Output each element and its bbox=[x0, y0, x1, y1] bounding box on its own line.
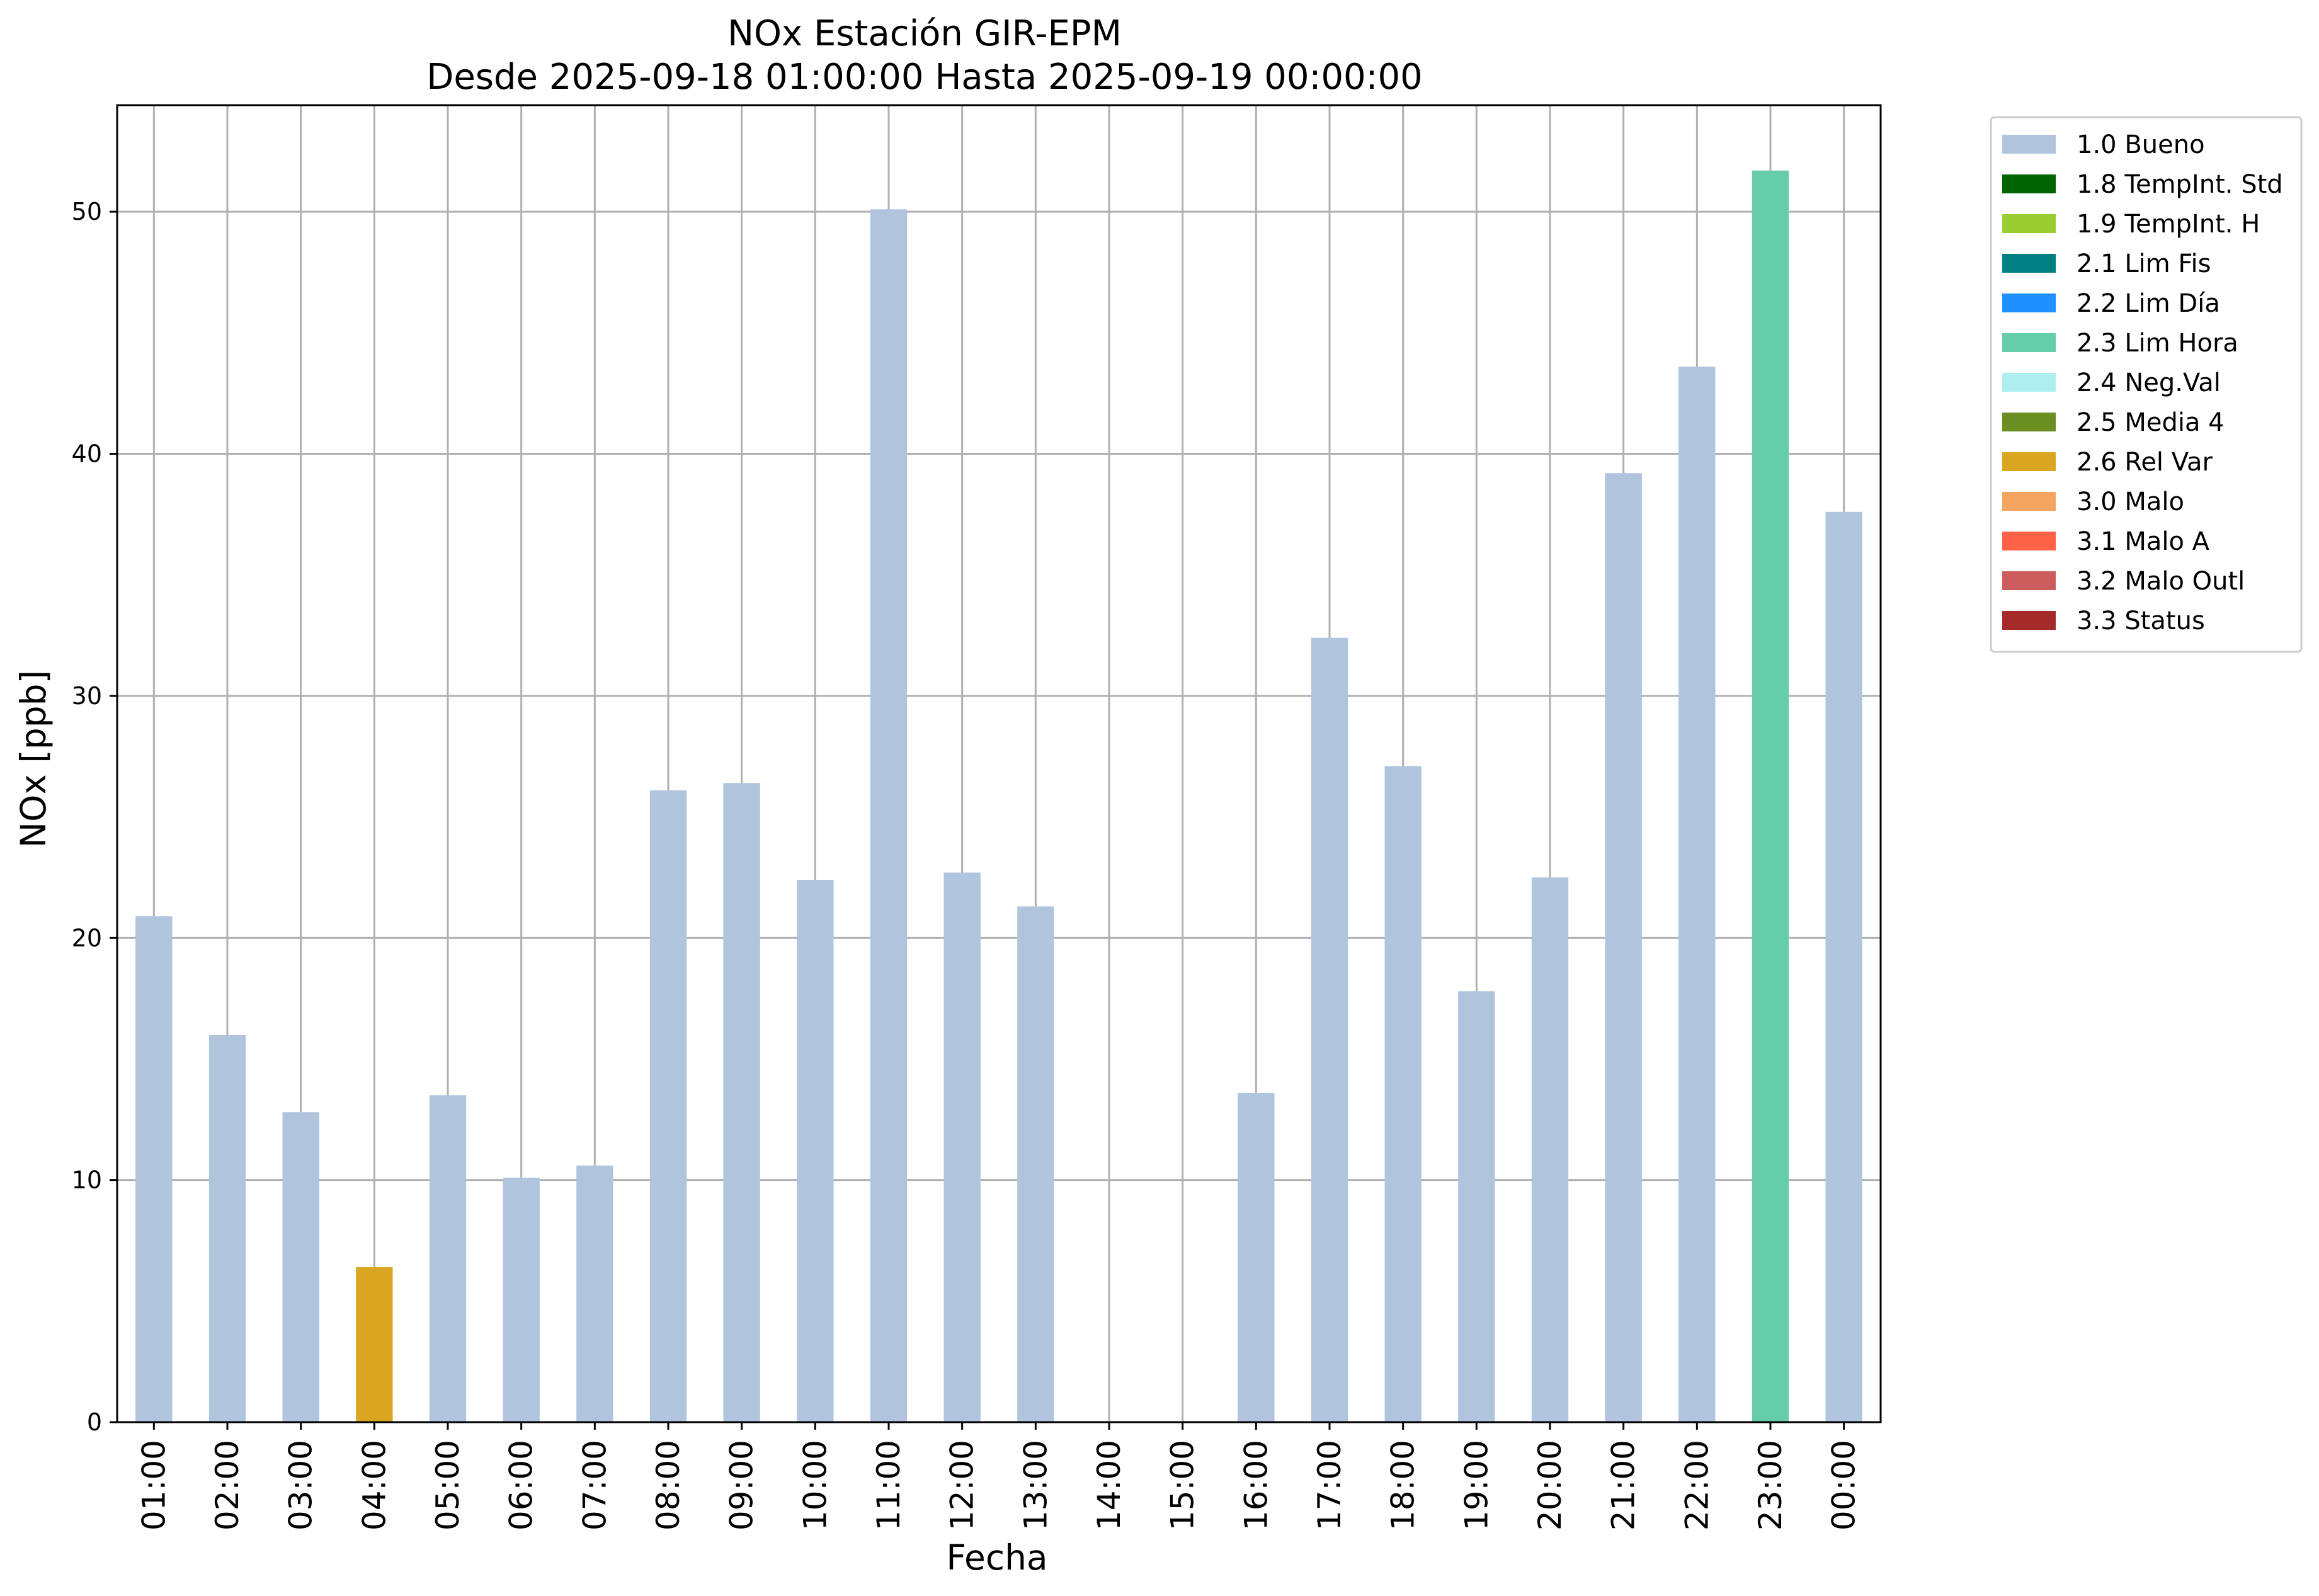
y-tick-label: 40 bbox=[72, 440, 102, 468]
bar-0000 bbox=[1825, 511, 1862, 1422]
legend-label: 3.2 Malo Outl bbox=[2077, 567, 2245, 596]
legend-swatch bbox=[2002, 294, 2056, 312]
x-tick-label: 05:00 bbox=[430, 1440, 466, 1530]
x-axis-label: Fecha bbox=[946, 1537, 1047, 1578]
bar-0900 bbox=[723, 783, 760, 1422]
y-tick-label: 30 bbox=[72, 682, 102, 710]
legend-label: 2.2 Lim Día bbox=[2077, 289, 2220, 318]
bar-0300 bbox=[282, 1112, 319, 1422]
bar-0800 bbox=[649, 790, 687, 1422]
bar-1100 bbox=[870, 209, 908, 1422]
bar-0700 bbox=[576, 1165, 613, 1422]
legend-swatch bbox=[2002, 571, 2056, 590]
legend-label: 1.9 TempInt. H bbox=[2077, 210, 2260, 239]
legend-swatch bbox=[2002, 611, 2056, 630]
legend-swatch bbox=[2002, 214, 2056, 233]
x-tick-label: 22:00 bbox=[1678, 1440, 1715, 1530]
plot-frame bbox=[116, 104, 1882, 1423]
x-tick-label: 19:00 bbox=[1458, 1440, 1495, 1530]
legend-label: 2.1 Lim Fis bbox=[2077, 249, 2211, 278]
legend-swatch bbox=[2002, 135, 2056, 154]
bar-0400 bbox=[356, 1267, 393, 1422]
bar-1000 bbox=[797, 880, 834, 1422]
legend-label: 2.6 Rel Var bbox=[2077, 448, 2213, 477]
legend-swatch bbox=[2002, 254, 2056, 273]
x-tick-label: 17:00 bbox=[1311, 1440, 1348, 1530]
y-tick-label: 50 bbox=[72, 198, 102, 225]
legend-label: 3.1 Malo A bbox=[2077, 527, 2210, 556]
x-tick-label: 14:00 bbox=[1091, 1440, 1127, 1530]
bar-1300 bbox=[1017, 906, 1054, 1422]
bar-2100 bbox=[1605, 473, 1642, 1422]
legend-swatch bbox=[2002, 373, 2056, 392]
bar-1800 bbox=[1384, 766, 1422, 1422]
y-axis: 0 10 20 30 40 50 bbox=[72, 198, 117, 1436]
x-tick-label: 13:00 bbox=[1017, 1440, 1054, 1530]
x-tick-label: 23:00 bbox=[1752, 1440, 1789, 1530]
bar-1900 bbox=[1458, 991, 1495, 1422]
x-tick-label: 09:00 bbox=[724, 1440, 760, 1530]
x-tick-label: 21:00 bbox=[1605, 1440, 1642, 1530]
legend-label: 2.4 Neg.Val bbox=[2077, 368, 2221, 397]
x-tick-label: 16:00 bbox=[1238, 1440, 1274, 1530]
legend-label: 3.0 Malo bbox=[2077, 487, 2184, 516]
bar-2200 bbox=[1678, 367, 1716, 1422]
x-tick-label: 15:00 bbox=[1165, 1440, 1201, 1530]
legend-swatch bbox=[2002, 492, 2056, 511]
legend-swatch bbox=[2002, 413, 2056, 431]
y-tick-label: 20 bbox=[72, 924, 102, 952]
bar-0100 bbox=[135, 916, 173, 1422]
x-axis: 01:00 02:00 03:00 04:00 05:00 06:00 07:00 08:00… bbox=[135, 1422, 1862, 1530]
x-tick-label: 06:00 bbox=[503, 1440, 540, 1530]
legend-box bbox=[1990, 116, 2303, 653]
x-tick-label: 00:00 bbox=[1826, 1440, 1862, 1530]
bar-2000 bbox=[1531, 877, 1569, 1422]
x-tick-label: 11:00 bbox=[870, 1440, 907, 1530]
legend-label: 1.0 Bueno bbox=[2077, 130, 2205, 159]
chart-title: NOx Estación GIR-EPM bbox=[727, 13, 1122, 54]
legend-label: 1.8 TempInt. Std bbox=[2077, 170, 2283, 199]
legend-label: 2.5 Media 4 bbox=[2077, 408, 2225, 437]
x-tick-label: 20:00 bbox=[1532, 1440, 1568, 1530]
bar-1700 bbox=[1311, 637, 1348, 1422]
x-tick-label: 04:00 bbox=[356, 1440, 392, 1530]
bar-1600 bbox=[1238, 1093, 1275, 1422]
y-tick-label: 10 bbox=[72, 1166, 102, 1194]
legend: 1.0 Bueno 1.8 TempInt. Std 1.9 TempInt. H 2… bbox=[1990, 116, 2303, 653]
bar-0500 bbox=[429, 1095, 467, 1422]
chart-subtitle: Desde 2025-09-18 01:00:00 Hasta 2025-09-… bbox=[426, 57, 1423, 98]
legend-swatch bbox=[2002, 532, 2056, 550]
bar-1200 bbox=[943, 872, 981, 1422]
bars bbox=[135, 170, 1862, 1422]
legend-swatch bbox=[2002, 174, 2056, 193]
x-tick-label: 07:00 bbox=[576, 1440, 613, 1530]
y-tick-label: 0 bbox=[87, 1408, 102, 1436]
legend-label: 3.3 Status bbox=[2077, 607, 2205, 636]
bar-2300 bbox=[1752, 170, 1789, 1422]
legend-swatch bbox=[2002, 333, 2056, 352]
bar-0200 bbox=[208, 1035, 246, 1422]
x-tick-label: 02:00 bbox=[209, 1440, 246, 1530]
bar-0600 bbox=[503, 1177, 540, 1422]
x-tick-label: 08:00 bbox=[650, 1440, 687, 1530]
x-tick-label: 10:00 bbox=[797, 1440, 833, 1530]
legend-swatch bbox=[2002, 452, 2056, 471]
x-tick-label: 01:00 bbox=[135, 1440, 172, 1530]
y-axis-label: NOx [ppb] bbox=[13, 670, 54, 848]
x-tick-label: 18:00 bbox=[1385, 1440, 1422, 1530]
legend-label: 2.3 Lim Hora bbox=[2077, 329, 2238, 358]
x-tick-label: 12:00 bbox=[944, 1440, 981, 1530]
x-tick-label: 03:00 bbox=[283, 1440, 319, 1530]
